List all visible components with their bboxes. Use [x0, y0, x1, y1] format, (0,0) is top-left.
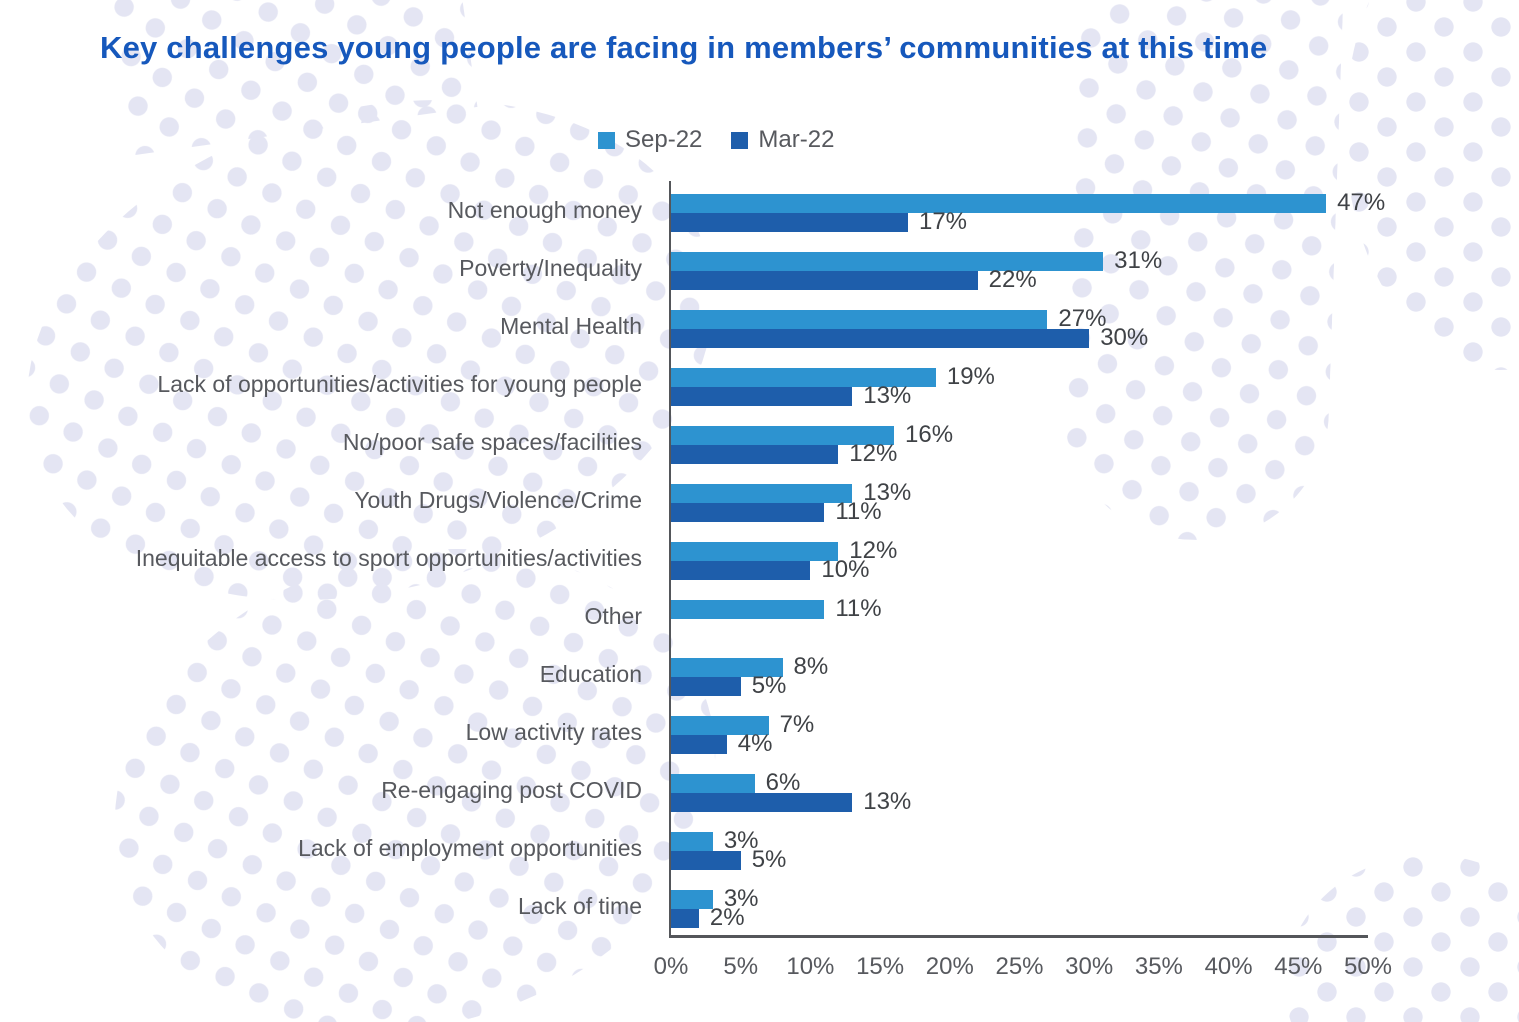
x-tick-label: 45% — [1274, 953, 1323, 980]
chart-row: Mental Health 27% 30% — [500, 297, 1368, 355]
value-label-mar22: 11% — [835, 498, 882, 525]
value-label-sep22: 31% — [1114, 247, 1163, 274]
chart-row: Lack of employment opportunities 3% 5% — [298, 819, 1368, 877]
value-label-sep22: 27% — [1058, 305, 1107, 332]
value-label-sep22: 7% — [779, 711, 815, 738]
chart-title: Key challenges young people are facing i… — [100, 30, 1268, 65]
bar-sep22 — [671, 426, 895, 445]
x-tick-label: 10% — [786, 953, 835, 980]
value-label-mar22: 10% — [821, 556, 870, 583]
bar-sep22 — [671, 368, 936, 387]
x-tick-label: 0% — [653, 953, 689, 980]
category-label: Lack of time — [518, 893, 642, 919]
chart-row: Re-engaging post COVID 6% 13% — [381, 761, 1368, 819]
bar-mar22 — [671, 445, 839, 464]
bar-mar22 — [671, 677, 741, 696]
bar-sep22 — [671, 484, 853, 503]
value-label-sep22: 3% — [723, 885, 759, 912]
legend-item-sep-22: Sep-22 — [598, 126, 702, 154]
category-label: Re-engaging post COVID — [381, 777, 642, 803]
chart-legend: Sep-22 Mar-22 — [598, 126, 834, 154]
legend-swatch-icon — [731, 131, 749, 149]
value-label-sep22: 47% — [1337, 189, 1386, 216]
value-label-mar22: 13% — [863, 788, 912, 815]
value-label-sep22: 12% — [849, 537, 898, 564]
chart-row: Low activity rates 7% 4% — [466, 703, 1368, 761]
x-tick-label: 30% — [1065, 953, 1114, 980]
bar-sep22 — [671, 890, 713, 909]
legend-item-mar-22: Mar-22 — [731, 126, 834, 154]
chart-row: Inequitable access to sport opportunitie… — [136, 529, 1368, 587]
value-label-mar22: 4% — [737, 730, 773, 757]
category-label: Youth Drugs/Violence/Crime — [354, 487, 642, 513]
category-label: Other — [584, 603, 642, 629]
category-label: Lack of employment opportunities — [298, 835, 642, 861]
category-label: Poverty/Inequality — [459, 255, 642, 281]
x-tick-label: 15% — [856, 953, 905, 980]
dot-pattern-top-right — [1345, 0, 1519, 370]
x-tick-label: 35% — [1134, 953, 1183, 980]
legend-label: Mar-22 — [758, 126, 835, 153]
x-tick-label: 50% — [1343, 953, 1393, 980]
bar-sep22 — [671, 542, 839, 561]
x-tick-label: 5% — [723, 953, 759, 980]
bar-mar22 — [671, 735, 727, 754]
bar-sep22 — [671, 252, 1104, 271]
bar-mar22 — [671, 503, 825, 522]
bar-sep22 — [671, 832, 713, 851]
category-label: Not enough money — [447, 197, 642, 223]
value-label-sep22: 19% — [946, 363, 995, 390]
value-label-mar22: 17% — [918, 208, 968, 235]
category-label: Low activity rates — [465, 719, 642, 745]
legend-swatch-icon — [598, 131, 615, 149]
bar-sep22 — [671, 774, 755, 793]
chart-row: No/poor safe spaces/facilities 16% 12% — [343, 413, 1368, 471]
bar-sep22 — [671, 194, 1327, 213]
bar-sep22 — [671, 600, 825, 619]
chart-row: Lack of time 3% 2% — [518, 877, 1368, 935]
bar-mar22 — [671, 851, 741, 870]
category-label: No/poor safe spaces/facilities — [342, 429, 642, 455]
bar-mar22 — [671, 329, 1090, 348]
value-label-sep22: 13% — [863, 479, 912, 506]
bar-mar22 — [671, 213, 908, 232]
x-tick-label: 40% — [1204, 953, 1253, 980]
bar-mar22 — [671, 271, 978, 290]
bar-mar22 — [671, 387, 853, 406]
category-label: Mental Health — [500, 313, 642, 339]
value-label-mar22: 2% — [709, 904, 745, 931]
bar-mar22 — [671, 793, 853, 812]
value-label-mar22: 22% — [988, 266, 1037, 293]
value-label-mar22: 13% — [863, 382, 912, 409]
category-label: Inequitable access to sport opportunitie… — [135, 545, 642, 571]
plot-area: Not enough money 47% 17% Poverty/Inequality… — [136, 181, 1392, 980]
bar-mar22 — [671, 561, 811, 580]
value-label-mar22: 12% — [849, 440, 898, 467]
chart-row: Poverty/Inequality 31% 22% — [459, 239, 1368, 297]
chart-row: Not enough money 47% 17% — [448, 181, 1386, 239]
value-label-mar22: 5% — [751, 846, 787, 873]
chart-row: Youth Drugs/Violence/Crime 13% 11% — [354, 471, 1368, 529]
chart-row: Education 8% 5% — [540, 645, 1368, 703]
x-tick-label: 20% — [925, 953, 974, 980]
bar-sep22 — [671, 310, 1048, 329]
value-label-mar22: 30% — [1100, 324, 1149, 351]
bar-sep22 — [671, 658, 783, 677]
bar-mar22 — [671, 909, 699, 928]
x-tick-label: 25% — [995, 953, 1044, 980]
value-label-sep22: 16% — [905, 421, 954, 448]
value-label-mar22: 5% — [751, 672, 787, 699]
category-label: Education — [539, 661, 642, 687]
chart-row: Lack of opportunities/activities for you… — [157, 355, 1368, 413]
bar-sep22 — [671, 716, 769, 735]
value-label-sep22: 8% — [793, 653, 829, 680]
value-label-sep22: 3% — [723, 827, 759, 854]
legend-label: Sep-22 — [625, 126, 703, 153]
value-label-sep22: 6% — [765, 769, 801, 796]
category-label: Lack of opportunities/activities for you… — [157, 371, 642, 397]
chart-row: Other 11% — [584, 587, 1368, 645]
value-label-sep22: 11% — [835, 595, 882, 622]
